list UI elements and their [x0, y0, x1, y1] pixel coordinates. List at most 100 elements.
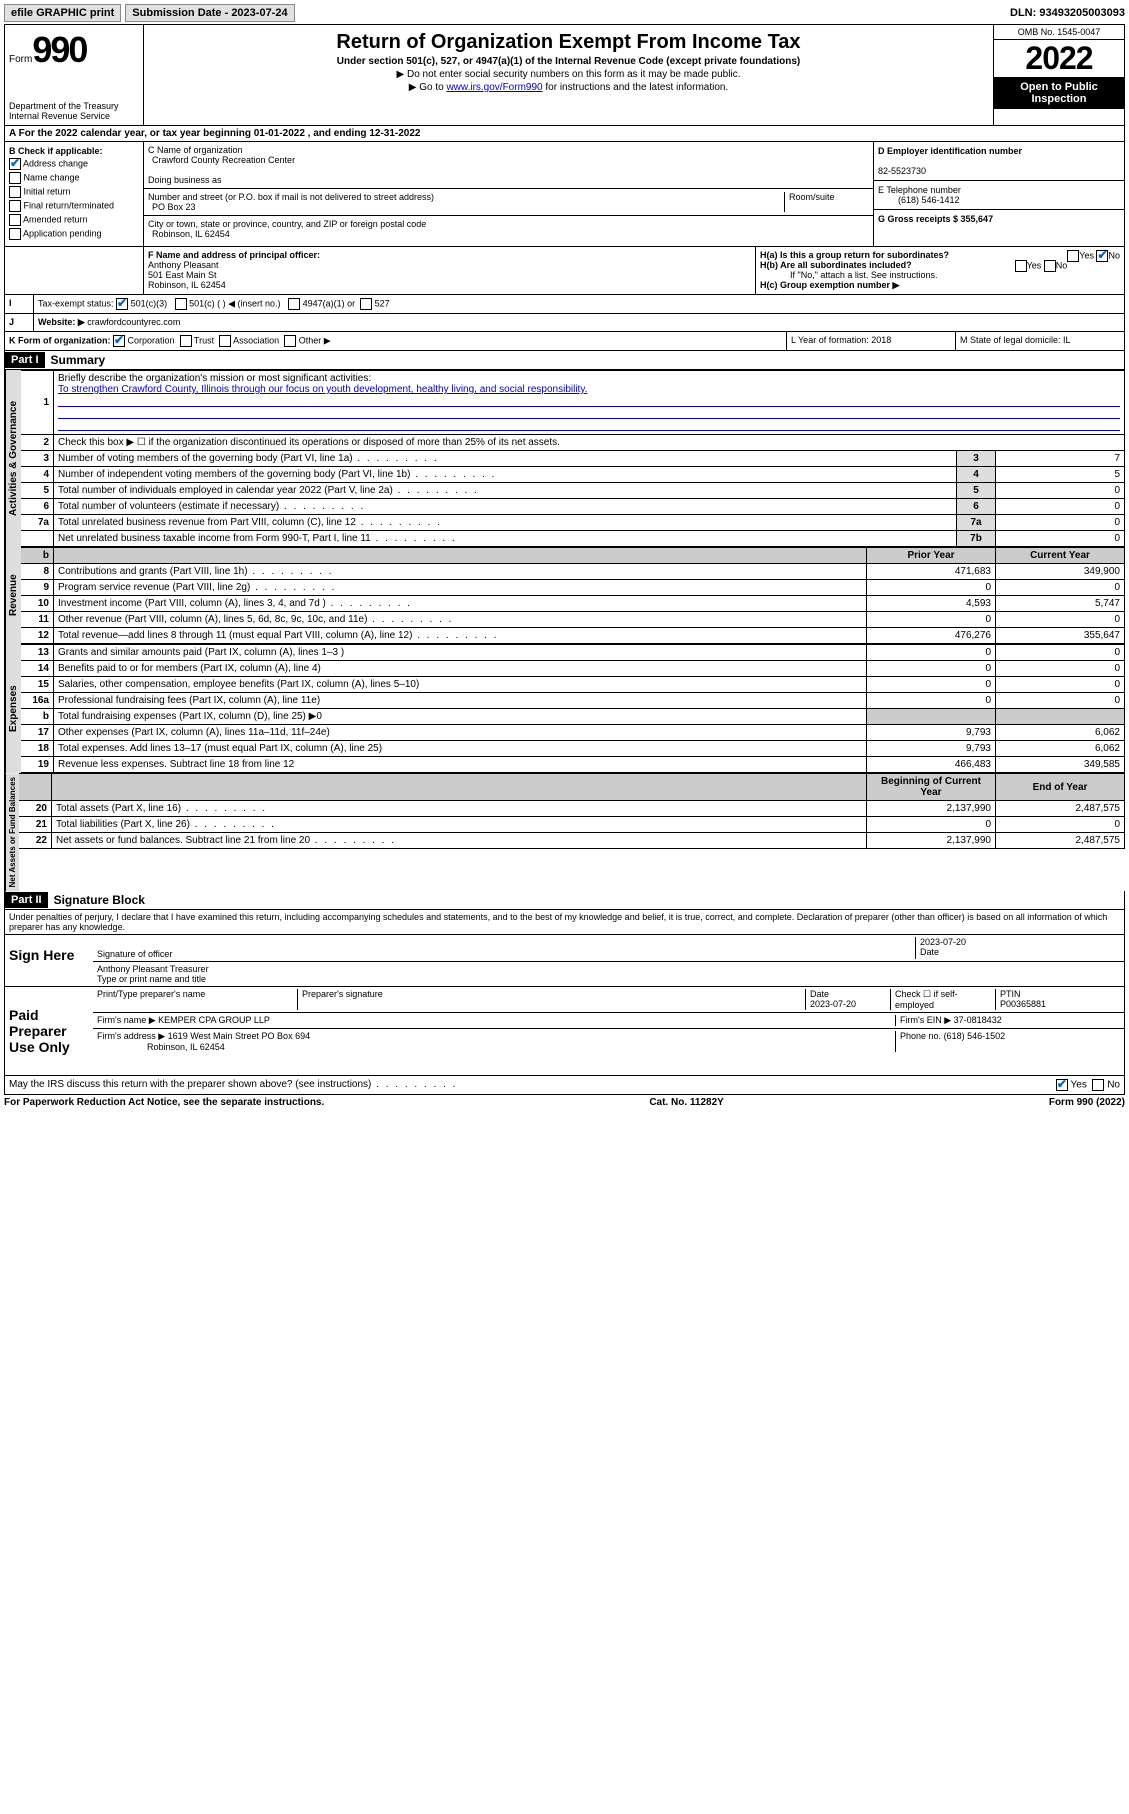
discuss-row: May the IRS discuss this return with the… — [4, 1076, 1125, 1095]
opt-trust: Trust — [194, 335, 214, 345]
table-row: 10Investment income (Part VIII, column (… — [21, 596, 1125, 612]
tax-status-label: Tax-exempt status: — [38, 298, 114, 308]
table-row: 9Program service revenue (Part VIII, lin… — [21, 580, 1125, 596]
table-row: 19Revenue less expenses. Subtract line 1… — [21, 757, 1125, 773]
open-public: Open to Public Inspection — [994, 77, 1124, 109]
firm-name-label: Firm's name ▶ — [97, 1015, 156, 1025]
form-subtitle: Under section 501(c), 527, or 4947(a)(1)… — [150, 56, 987, 67]
corp-check[interactable] — [113, 335, 125, 347]
table-row: Net unrelated business taxable income fr… — [21, 531, 1125, 547]
col-c: C Name of organization Crawford County R… — [144, 142, 873, 246]
opt-501c: 501(c) ( ) ◀ (insert no.) — [189, 298, 280, 308]
phone: (618) 546-1412 — [878, 195, 960, 205]
prior-year-hdr: Prior Year — [867, 548, 996, 564]
firm-addr-label: Firm's address ▶ — [97, 1031, 165, 1041]
dept-treasury: Department of the Treasury — [9, 101, 139, 111]
yes-lbl2: Yes — [1027, 260, 1042, 270]
sig-date-label: Date — [920, 947, 939, 957]
ha-no[interactable] — [1096, 250, 1108, 262]
colb-check-0[interactable] — [9, 158, 21, 170]
ha-yes[interactable] — [1067, 250, 1079, 262]
firm-phone: (618) 546-1502 — [944, 1031, 1006, 1041]
colb-check-5[interactable] — [9, 228, 21, 240]
form990-link[interactable]: www.irs.gov/Form990 — [446, 82, 542, 93]
hb-no[interactable] — [1044, 260, 1056, 272]
ha-label: H(a) Is this a group return for subordin… — [760, 250, 949, 260]
phone-label: E Telephone number — [878, 185, 961, 195]
table-row: 16aProfessional fundraising fees (Part I… — [21, 693, 1125, 709]
colb-item: Name change — [9, 172, 139, 184]
footer-mid: Cat. No. 11282Y — [649, 1097, 723, 1108]
501c-check[interactable] — [175, 298, 187, 310]
part1-net: Net Assets or Fund Balances Beginning of… — [4, 773, 1125, 891]
table-row: 17Other expenses (Part IX, column (A), l… — [21, 725, 1125, 741]
501c3-check[interactable] — [116, 298, 128, 310]
tax-year-range: A For the 2022 calendar year, or tax yea… — [9, 128, 420, 139]
discuss-no-lbl: No — [1107, 1080, 1120, 1091]
row-j: J Website: ▶ crawfordcountyrec.com — [4, 314, 1125, 332]
dba-label: Doing business as — [148, 175, 869, 185]
form-header: Form 990 Department of the Treasury Inte… — [4, 24, 1125, 126]
other-check[interactable] — [284, 335, 296, 347]
ein: 82-5523730 — [878, 166, 926, 176]
ssn-note: ▶ Do not enter social security numbers o… — [150, 69, 987, 80]
part2-header: Part II Signature Block — [4, 891, 1125, 910]
sig-officer-label: Signature of officer — [97, 949, 172, 959]
prep-sig-label: Preparer's signature — [297, 989, 805, 1010]
row-fh: F Name and address of principal officer:… — [4, 247, 1125, 295]
opt-501c3: 501(c)(3) — [131, 298, 168, 308]
mission-label: Briefly describe the organization's miss… — [58, 373, 371, 384]
part2-title: Signature Block — [48, 891, 151, 909]
part1-exp: Expenses 13Grants and similar amounts pa… — [4, 644, 1125, 773]
table-row: 3Number of voting members of the governi… — [21, 451, 1125, 467]
table-row: 20Total assets (Part X, line 16)2,137,99… — [19, 801, 1125, 817]
527-check[interactable] — [360, 298, 372, 310]
firm-ein: 37-0818432 — [954, 1015, 1002, 1025]
firm-city: Robinson, IL 62454 — [147, 1042, 225, 1052]
opt-other: Other ▶ — [299, 335, 331, 345]
tab-expenses: Expenses — [5, 644, 21, 773]
4947-check[interactable] — [288, 298, 300, 310]
form-org-label: K Form of organization: — [9, 335, 111, 345]
colb-check-2[interactable] — [9, 186, 21, 198]
org-name-label: C Name of organization — [148, 145, 869, 155]
discuss-yes[interactable] — [1056, 1079, 1068, 1091]
colb-item: Application pending — [9, 228, 139, 240]
current-year-hdr: Current Year — [996, 548, 1125, 564]
hb-label: H(b) Are all subordinates included? — [760, 260, 912, 270]
ein-label: D Employer identification number — [878, 146, 1022, 156]
colb-check-3[interactable] — [9, 200, 21, 212]
colb-check-1[interactable] — [9, 172, 21, 184]
part2-label: Part II — [5, 892, 48, 908]
discuss-no[interactable] — [1092, 1079, 1104, 1091]
officer-name-title: Anthony Pleasant Treasurer — [97, 964, 209, 974]
opt-corp: Corporation — [128, 335, 175, 345]
colb-item: Address change — [9, 158, 139, 170]
no-lbl2: No — [1056, 260, 1068, 270]
part1-label: Part I — [5, 352, 45, 368]
ptin: P00365881 — [1000, 999, 1046, 1009]
firm-ein-label: Firm's EIN ▶ — [900, 1015, 951, 1025]
table-row: 5Total number of individuals employed in… — [21, 483, 1125, 499]
part1-title: Summary — [45, 351, 112, 369]
assoc-check[interactable] — [219, 335, 231, 347]
row-i: I Tax-exempt status: 501(c)(3) 501(c) ( … — [4, 295, 1125, 314]
goto-note: ▶ Go to www.irs.gov/Form990 for instruct… — [150, 82, 987, 93]
goto-pre: ▶ Go to — [409, 82, 447, 93]
form-number: 990 — [32, 29, 86, 71]
form-title: Return of Organization Exempt From Incom… — [150, 31, 987, 54]
efile-button[interactable]: efile GRAPHIC print — [4, 4, 121, 22]
trust-check[interactable] — [180, 335, 192, 347]
colb-item: Final return/terminated — [9, 200, 139, 212]
info-grid: B Check if applicable: Address change Na… — [4, 142, 1125, 247]
hb-yes[interactable] — [1015, 260, 1027, 272]
officer-name: Anthony Pleasant — [148, 260, 219, 270]
colb-check-4[interactable] — [9, 214, 21, 226]
col-right: D Employer identification number 82-5523… — [873, 142, 1124, 246]
topbar: efile GRAPHIC print Submission Date - 20… — [4, 4, 1125, 22]
paid-preparer-block: Paid Preparer Use Only Print/Type prepar… — [4, 987, 1125, 1076]
omb-number: OMB No. 1545-0047 — [994, 25, 1124, 40]
city-label: City or town, state or province, country… — [148, 219, 869, 229]
addr: PO Box 23 — [148, 202, 784, 212]
website-label: Website: ▶ — [38, 317, 85, 327]
